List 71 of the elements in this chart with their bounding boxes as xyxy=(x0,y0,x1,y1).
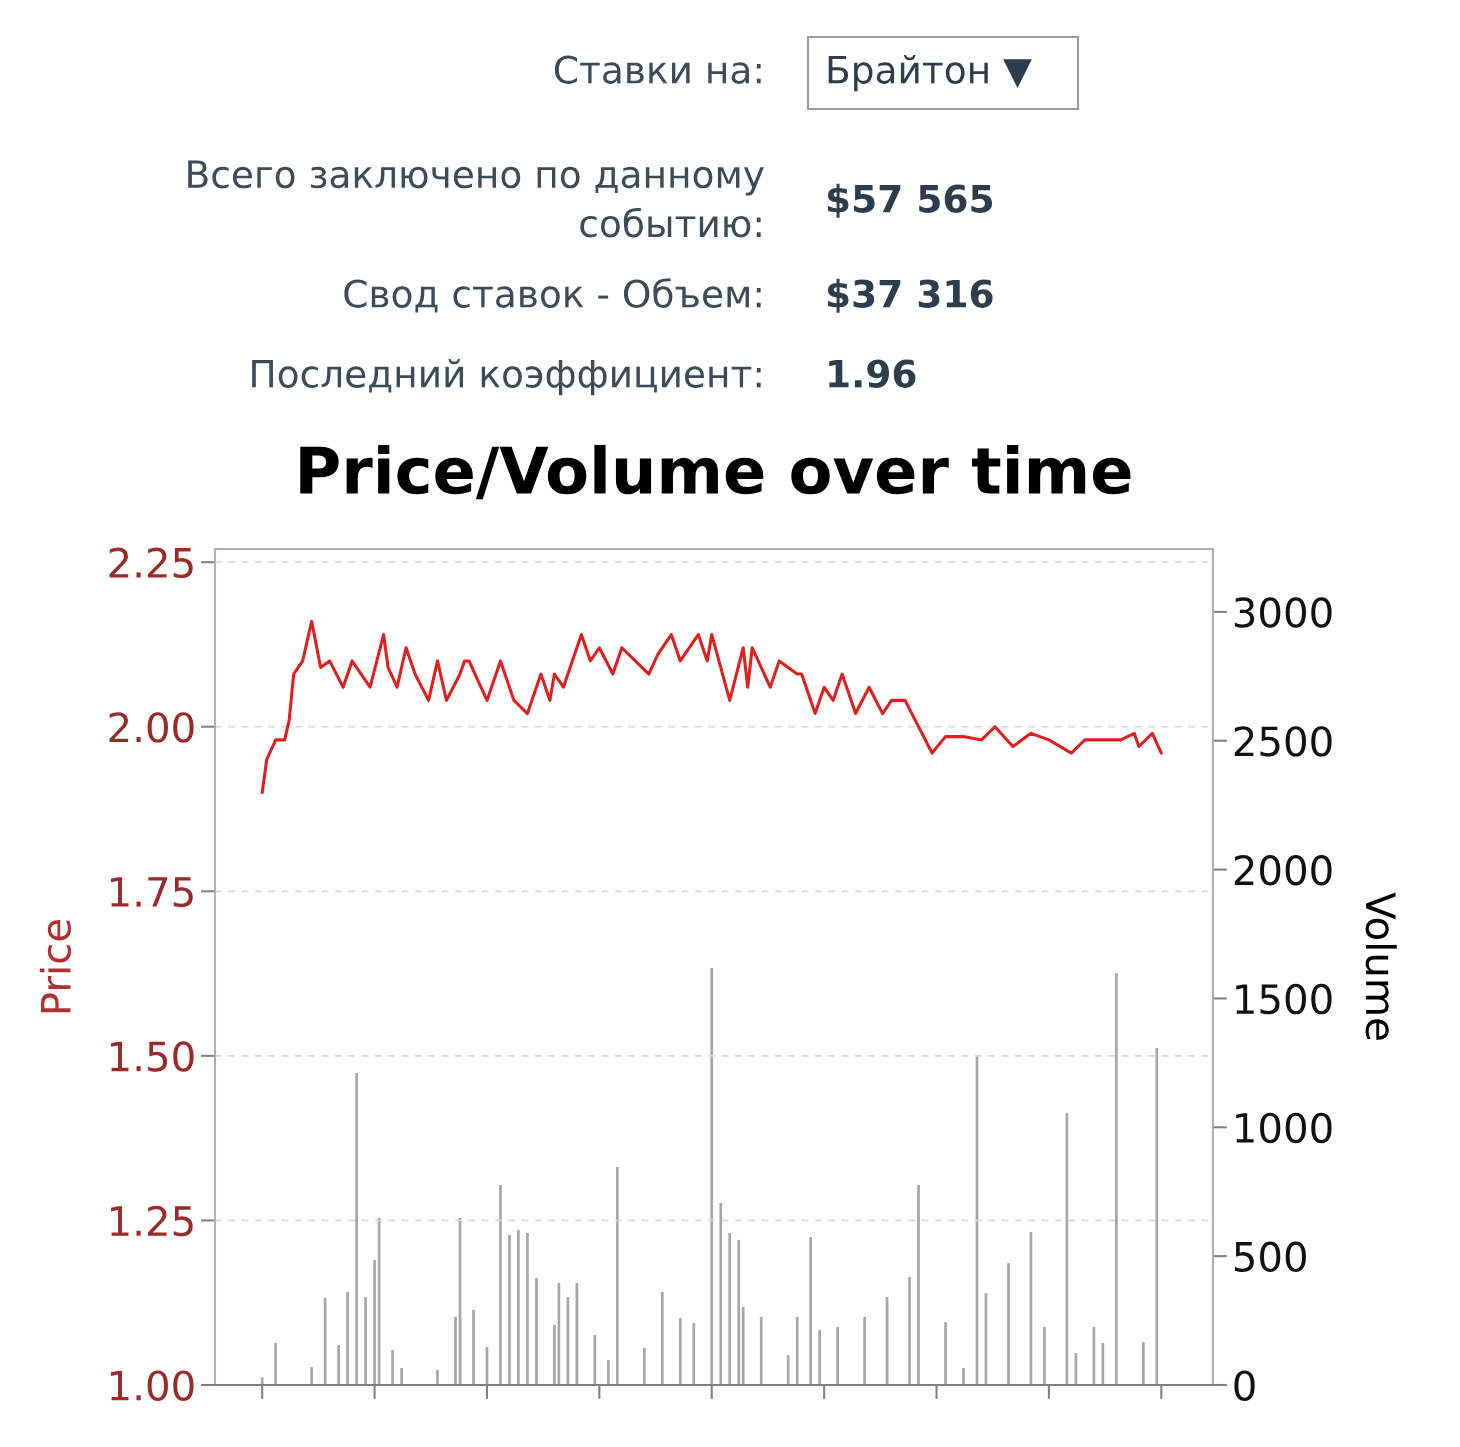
bar xyxy=(962,1367,965,1385)
bar xyxy=(917,1185,920,1385)
bar xyxy=(944,1322,947,1385)
bar xyxy=(436,1370,439,1385)
bar xyxy=(1007,1263,1010,1385)
bar xyxy=(1155,1047,1159,1385)
bar xyxy=(1115,972,1118,1385)
bar xyxy=(454,1316,457,1385)
bar xyxy=(795,1316,799,1385)
bar xyxy=(355,1072,358,1385)
y2-tick-label: 2000 xyxy=(1234,855,1332,886)
y-tick-label: 1.00 xyxy=(110,1370,194,1401)
bar xyxy=(818,1330,821,1385)
y2-tick-label: 2500 xyxy=(1234,726,1332,757)
text: $57 565 xyxy=(827,183,992,218)
bar xyxy=(553,1324,556,1385)
bar xyxy=(786,1355,790,1385)
y-tick-label: 1.25 xyxy=(110,1205,193,1237)
chart-title: Price/Volume over time xyxy=(300,444,1131,500)
bar xyxy=(1043,1327,1046,1385)
y2-tick-label: 0 xyxy=(1234,1370,1255,1401)
bar xyxy=(692,1322,696,1385)
y-tick-label: 2.00 xyxy=(109,712,194,743)
bar xyxy=(836,1327,839,1385)
bar xyxy=(741,1306,745,1385)
text: $37 316 xyxy=(827,278,993,313)
bar xyxy=(728,1232,732,1385)
bar xyxy=(260,1377,264,1385)
y-tick-label: 1.50 xyxy=(110,1041,194,1072)
bar xyxy=(346,1291,349,1385)
text: Свод ставок - Объем: xyxy=(344,278,761,313)
bar xyxy=(678,1318,682,1385)
bar xyxy=(517,1230,520,1385)
y2-tick-label: 500 xyxy=(1234,1241,1306,1273)
y-tick-label: 2.25 xyxy=(109,547,193,579)
bar xyxy=(1141,1341,1145,1385)
bar xyxy=(499,1185,502,1385)
y2-tick-label: 1500 xyxy=(1236,983,1332,1015)
bar xyxy=(809,1237,812,1385)
y-axis-title: Price xyxy=(39,920,71,1013)
text: Брайтон ▼ xyxy=(828,55,1032,92)
bar xyxy=(400,1367,403,1385)
bar xyxy=(616,1166,619,1385)
bar xyxy=(373,1260,376,1385)
text: Всего заключено по данному событию: xyxy=(188,160,764,238)
bar xyxy=(607,1360,610,1385)
bar xyxy=(908,1277,911,1385)
text: Последний коэффициент: xyxy=(252,359,761,396)
bar xyxy=(274,1342,278,1385)
bar xyxy=(719,1203,723,1385)
bar xyxy=(391,1349,394,1385)
y2-tick-label: 1000 xyxy=(1236,1112,1332,1144)
bar xyxy=(364,1297,367,1385)
line-series xyxy=(260,619,1163,795)
y2-tick-label: 3000 xyxy=(1234,597,1332,628)
bar xyxy=(310,1366,313,1385)
bar xyxy=(337,1345,340,1385)
bar xyxy=(526,1232,529,1385)
text: Ставки на: xyxy=(554,55,761,84)
bar xyxy=(660,1291,664,1385)
bar xyxy=(472,1310,475,1385)
bar xyxy=(863,1316,866,1385)
bar xyxy=(642,1347,646,1385)
text: 1.96 xyxy=(829,359,916,388)
bar xyxy=(737,1239,741,1385)
bar xyxy=(759,1316,763,1385)
bar xyxy=(535,1278,538,1385)
bar xyxy=(710,968,714,1385)
bar xyxy=(508,1235,511,1385)
y-tick-label: 1.75 xyxy=(110,877,193,908)
y2-axis-title: Volume xyxy=(1365,892,1397,1040)
